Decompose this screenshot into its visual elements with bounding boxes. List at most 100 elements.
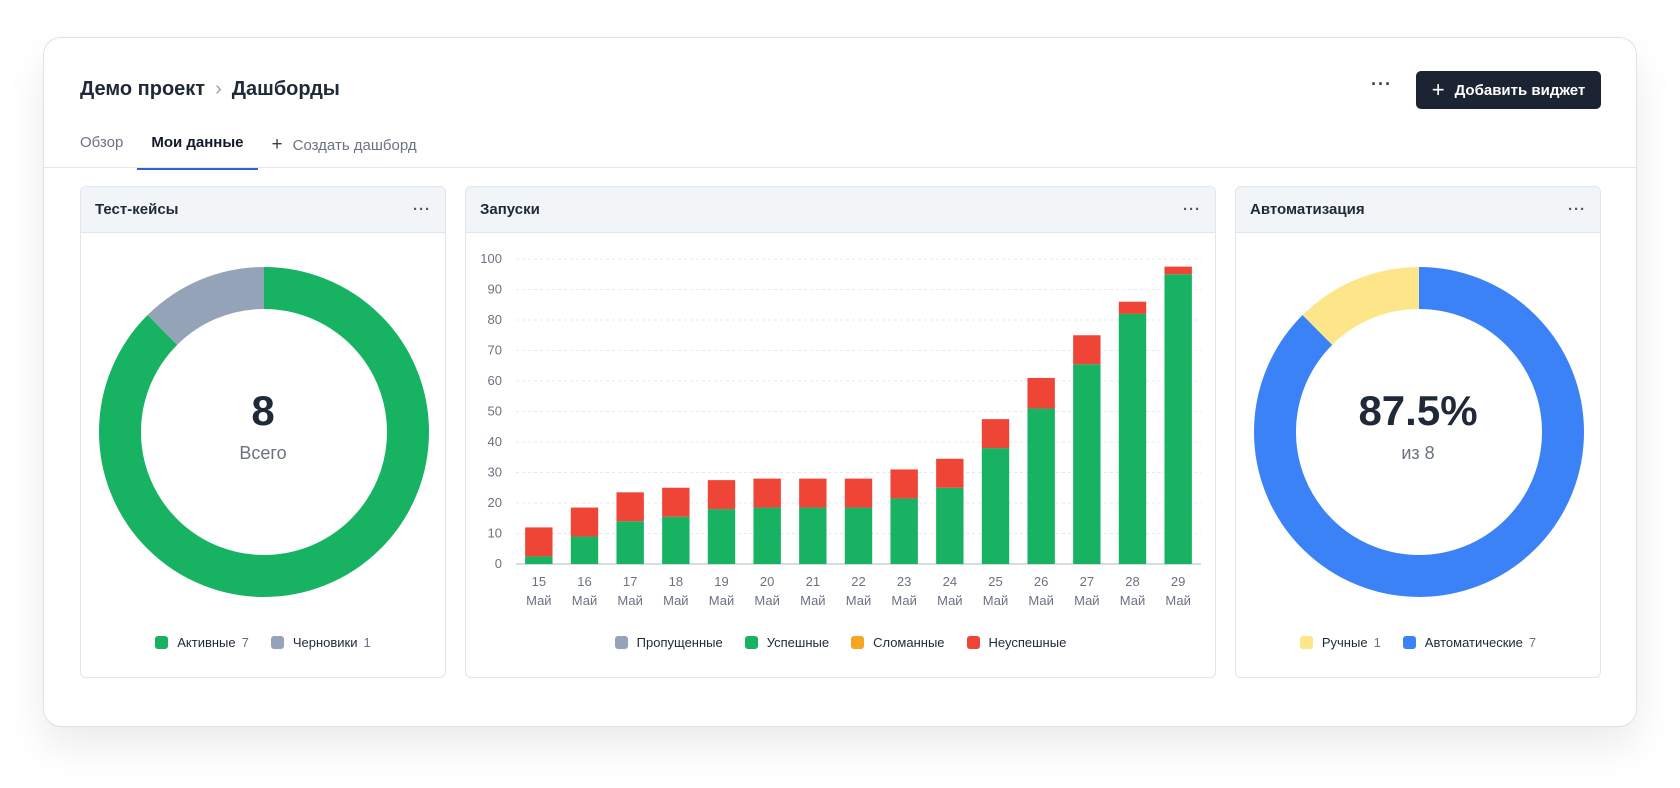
automation-sub: из 8: [1401, 443, 1435, 463]
legend-count: 1: [363, 635, 371, 650]
bar-segment[interactable]: [1073, 335, 1101, 365]
legend-count: 1: [1373, 635, 1381, 650]
y-tick-label: 10: [488, 526, 502, 541]
x-tick-label: 22 Май: [846, 574, 871, 608]
x-tick-label: 29 Май: [1165, 574, 1190, 608]
x-tick-label: 19 Май: [709, 574, 734, 608]
widget-title: Автоматизация: [1250, 201, 1365, 218]
y-tick-label: 90: [488, 282, 502, 297]
bar-segment[interactable]: [1118, 313, 1147, 564]
x-tick-label: 18 Май: [663, 574, 688, 608]
bar-segment[interactable]: [753, 478, 781, 508]
tab-overview[interactable]: Обзор: [80, 134, 124, 151]
legend-item-drafts[interactable]: Черновики 1: [270, 635, 371, 650]
bar-segment[interactable]: [1118, 301, 1147, 314]
widget-launches: Запуски ··· 0 10 20 30 40 50 60 70 80 90 100 15 Май 16…: [465, 186, 1216, 678]
bar-segment[interactable]: [707, 480, 736, 510]
bar-segment[interactable]: [616, 521, 644, 564]
launches-bar-chart: 0 10 20 30 40 50 60 70 80 90 100 15 Май 16 Май 17 Май 18 М…: [480, 251, 1201, 608]
widget-menu-button[interactable]: ···: [1568, 201, 1586, 218]
bar-segment[interactable]: [525, 527, 553, 557]
y-tick-label: 80: [488, 312, 502, 327]
bar-segment[interactable]: [616, 492, 644, 522]
y-tick-label: 30: [488, 465, 502, 480]
bar-segment[interactable]: [1164, 266, 1192, 275]
bar-segment[interactable]: [1027, 377, 1055, 409]
breadcrumb-dashboards[interactable]: Дашборды: [231, 78, 340, 100]
legend-swatch: [1402, 636, 1416, 649]
legend: Активные 7 Черновики 1: [81, 635, 445, 650]
widget-testcases: Тест-кейсы ··· 8 Всего Активные 7 Черновик…: [80, 186, 446, 678]
donut-segment-manual[interactable]: [1254, 267, 1584, 597]
divider: [44, 167, 1636, 168]
x-tick-label: 20 Май: [754, 574, 779, 608]
bar-segment[interactable]: [570, 536, 599, 564]
total-value: 8: [251, 387, 275, 434]
legend-item[interactable]: Успешные: [744, 635, 829, 650]
tab-my-data[interactable]: Мои данные: [137, 134, 258, 170]
bar-segment[interactable]: [1164, 274, 1192, 564]
legend-count: 7: [1528, 635, 1537, 650]
legend-item[interactable]: Сломанные: [851, 635, 945, 650]
legend: Пропущенные Успешные Сломанные Неуспешные: [466, 635, 1215, 650]
breadcrumb-project[interactable]: Демо проект: [80, 78, 206, 100]
legend-item[interactable]: Неуспешные: [966, 635, 1067, 650]
tab-create-dashboard[interactable]: + Создать дашборд: [272, 134, 417, 170]
legend-swatch: [155, 636, 169, 649]
bar-segment[interactable]: [981, 448, 1010, 564]
legend-swatch: [1299, 636, 1313, 649]
widget-title: Тест-кейсы: [95, 201, 179, 218]
bar-segment[interactable]: [525, 556, 553, 564]
add-widget-button[interactable]: + Добавить виджет: [1416, 71, 1601, 109]
legend: Ручные 1 Автоматические 7: [1236, 635, 1600, 650]
automation-percent: 87.5%: [1358, 387, 1478, 434]
legend-label: Автоматические: [1424, 635, 1523, 650]
bar-segment[interactable]: [799, 507, 827, 564]
plus-icon: +: [1431, 77, 1445, 102]
bar-segment[interactable]: [1073, 364, 1101, 564]
legend-label: Пропущенные: [636, 635, 723, 650]
total-label: Всего: [239, 443, 287, 463]
bar-segment[interactable]: [662, 487, 690, 517]
bar-segment[interactable]: [570, 507, 599, 537]
x-tick-label: 21 Май: [800, 574, 825, 608]
bar-segment[interactable]: [844, 507, 873, 564]
donut-segment-drafts[interactable]: [99, 267, 429, 597]
legend-item-manual[interactable]: Ручные 1: [1299, 635, 1381, 650]
legend-swatch: [851, 636, 865, 649]
y-tick-label: 50: [488, 404, 502, 419]
bar-segment[interactable]: [936, 487, 964, 564]
widget-menu-button[interactable]: ···: [1183, 201, 1201, 218]
y-tick-label: 70: [488, 343, 502, 358]
bar-segment[interactable]: [1027, 408, 1055, 564]
bar-segment[interactable]: [890, 498, 918, 564]
x-tick-label: 24 Май: [937, 574, 962, 608]
x-tick-label: 27 Май: [1074, 574, 1099, 608]
bar-segment[interactable]: [890, 469, 918, 499]
legend-item[interactable]: Пропущенные: [614, 635, 723, 650]
legend-item-automated[interactable]: Автоматические 7: [1402, 635, 1537, 650]
testcases-donut: [99, 267, 429, 597]
legend-swatch: [966, 636, 980, 649]
legend-count: 7: [241, 635, 249, 650]
x-tick-label: 25 Май: [983, 574, 1008, 608]
bar-segment[interactable]: [707, 509, 736, 564]
bar-segment[interactable]: [753, 507, 781, 564]
bar-segment[interactable]: [662, 516, 690, 564]
more-options-button[interactable]: ···: [1371, 74, 1392, 94]
legend-label: Неуспешные: [988, 635, 1067, 650]
automation-donut: [1254, 267, 1584, 597]
y-tick-label: 100: [480, 251, 502, 266]
legend-label: Сломанные: [873, 635, 945, 650]
legend-swatch: [744, 636, 758, 649]
widget-title: Запуски: [480, 201, 540, 218]
bar-segment[interactable]: [844, 478, 873, 508]
legend-label: Ручные: [1321, 635, 1368, 650]
bar-segment[interactable]: [799, 478, 827, 508]
bar-segment[interactable]: [936, 458, 964, 488]
widget-automation: Автоматизация ··· 87.5% из 8 Ручные 1 Авто…: [1235, 186, 1601, 678]
legend-label: Активные: [177, 635, 236, 650]
legend-item-active[interactable]: Активные 7: [155, 635, 249, 650]
bar-segment[interactable]: [981, 419, 1010, 449]
widget-menu-button[interactable]: ···: [413, 201, 431, 218]
